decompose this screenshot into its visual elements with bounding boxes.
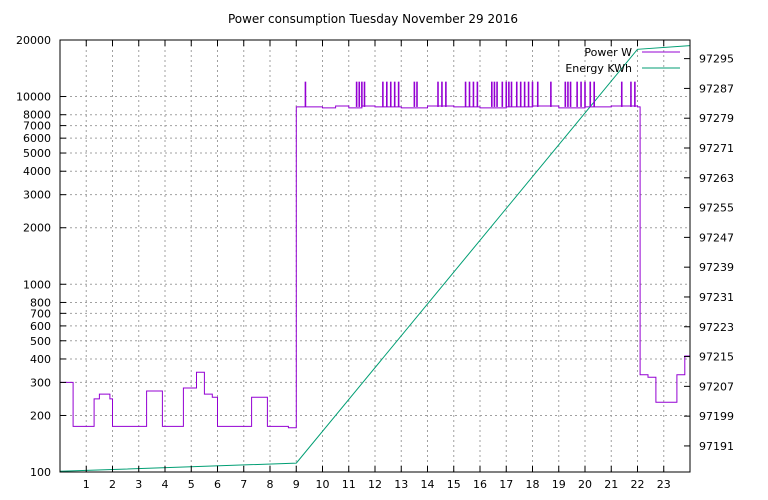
y-right-tick-label: 97263 [699, 172, 734, 185]
y-right-tick-label: 97295 [699, 53, 734, 66]
y-left-tick-label: 400 [30, 353, 51, 366]
series-line-energy [59, 45, 691, 472]
x-tick-label: 7 [240, 478, 247, 491]
y-left-tick-label: 100 [30, 466, 51, 479]
y-left-tick-label: 500 [30, 335, 51, 348]
chart-title: Power consumption Tuesday November 29 20… [228, 12, 518, 26]
x-tick-label: 4 [162, 478, 169, 491]
y-right-tick-label: 97279 [699, 112, 734, 125]
series-line-power [60, 105, 690, 429]
y-left-tick-label: 3000 [23, 189, 51, 202]
y-right-tick-label: 97271 [699, 142, 734, 155]
x-tick-label: 15 [447, 478, 461, 491]
x-tick-label: 19 [552, 478, 566, 491]
y-left-tick-label: 600 [30, 320, 51, 333]
y-left-tick-label: 700 [30, 307, 51, 320]
y-right-tick-label: 97215 [699, 351, 734, 364]
y-left-tick-label: 6000 [23, 132, 51, 145]
x-tick-label: 18 [526, 478, 540, 491]
x-tick-label: 17 [499, 478, 513, 491]
x-tick-label: 3 [135, 478, 142, 491]
y-right-tick-label: 97255 [699, 202, 734, 215]
y-left-tick-label: 20000 [16, 34, 51, 47]
y-left-tick-label: 4000 [23, 165, 51, 178]
x-tick-label: 12 [368, 478, 382, 491]
y-left-tick-label: 8000 [23, 109, 51, 122]
y-right-tick-label: 97207 [699, 380, 734, 393]
y-right-tick-label: 97199 [699, 410, 734, 423]
x-tick-label: 9 [293, 478, 300, 491]
x-tick-label: 10 [316, 478, 330, 491]
axes: 1 2 3 4 5 6 7 8 9 10 11 12 13 14 15 16 17 18 19 20 21 22 23100… [16, 34, 734, 491]
y-left-tick-label: 2000 [23, 222, 51, 235]
x-tick-label: 1 [83, 478, 90, 491]
x-tick-label: 23 [657, 478, 671, 491]
y-right-tick-label: 97287 [699, 82, 734, 95]
legend-label: Energy KWh [565, 62, 632, 75]
y-left-tick-label: 1000 [23, 278, 51, 291]
y-right-tick-label: 97223 [699, 321, 734, 334]
y-left-tick-label: 800 [30, 296, 51, 309]
x-tick-label: 21 [604, 478, 618, 491]
y-left-tick-label: 5000 [23, 147, 51, 160]
x-tick-label: 8 [267, 478, 274, 491]
x-tick-label: 2 [109, 478, 116, 491]
x-tick-label: 11 [342, 478, 356, 491]
x-tick-label: 16 [473, 478, 487, 491]
grid-lines [60, 40, 690, 472]
legend-label: Power W [584, 46, 632, 59]
y-right-tick-label: 97247 [699, 231, 734, 244]
plot-area [59, 45, 691, 472]
x-tick-label: 14 [421, 478, 435, 491]
legend: Power W Energy KWh [565, 46, 680, 75]
y-left-tick-label: 10000 [16, 91, 51, 104]
y-right-tick-label: 97239 [699, 261, 734, 274]
x-tick-label: 13 [394, 478, 408, 491]
x-tick-label: 22 [631, 478, 645, 491]
y-left-tick-label: 200 [30, 409, 51, 422]
x-tick-label: 6 [214, 478, 221, 491]
x-tick-label: 20 [578, 478, 592, 491]
y-right-tick-label: 97231 [699, 291, 734, 304]
y-right-tick-label: 97191 [699, 440, 734, 453]
x-tick-label: 5 [188, 478, 195, 491]
y-left-tick-label: 300 [30, 376, 51, 389]
y-left-tick-label: 7000 [23, 120, 51, 133]
